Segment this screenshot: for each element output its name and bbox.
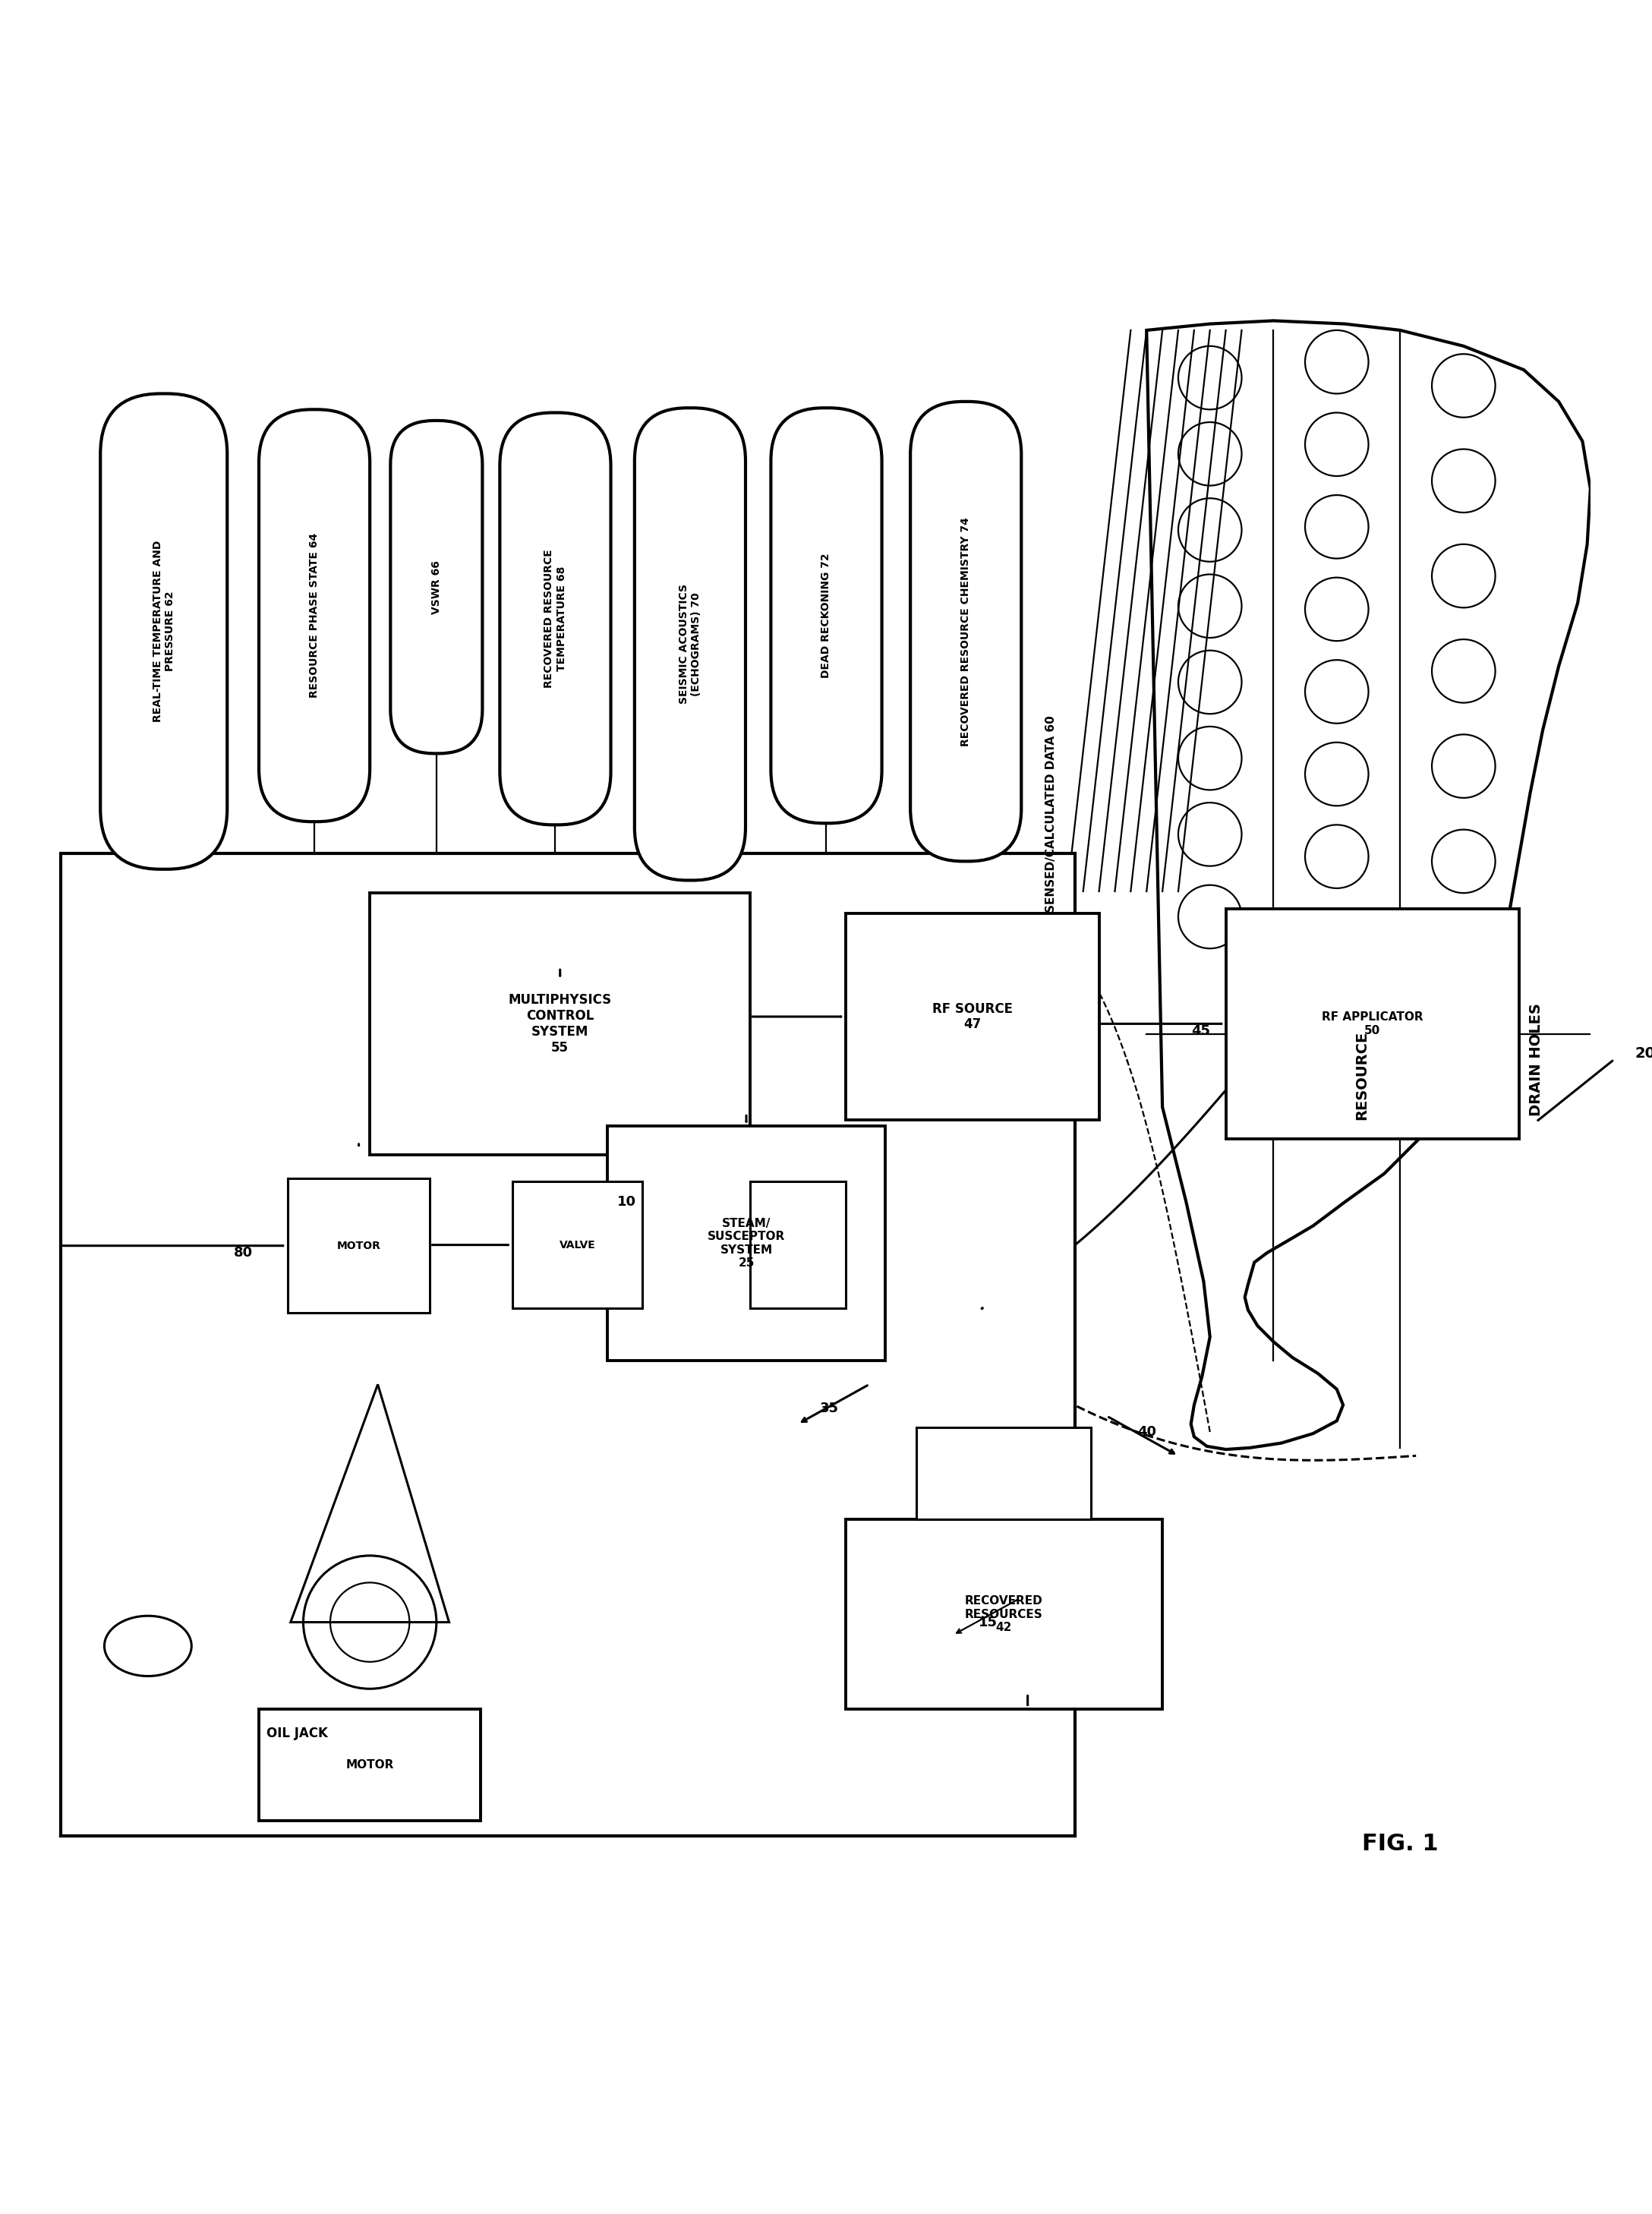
FancyBboxPatch shape xyxy=(61,852,1075,1835)
Text: DEAD RECKONING 72: DEAD RECKONING 72 xyxy=(821,554,831,677)
FancyBboxPatch shape xyxy=(846,914,1099,1120)
FancyBboxPatch shape xyxy=(287,1178,430,1313)
Text: 80: 80 xyxy=(233,1246,253,1260)
Text: RECOVERED RESOURCE CHEMISTRY 74: RECOVERED RESOURCE CHEMISTRY 74 xyxy=(960,516,971,746)
Text: 40: 40 xyxy=(1137,1426,1156,1439)
FancyBboxPatch shape xyxy=(501,412,611,826)
Text: MOTOR: MOTOR xyxy=(337,1240,380,1251)
Text: 20: 20 xyxy=(1635,1045,1652,1061)
FancyBboxPatch shape xyxy=(910,401,1021,861)
FancyBboxPatch shape xyxy=(634,407,745,881)
FancyBboxPatch shape xyxy=(101,394,228,870)
Text: RESOURCE: RESOURCE xyxy=(1355,1032,1370,1120)
FancyBboxPatch shape xyxy=(846,1519,1163,1709)
FancyBboxPatch shape xyxy=(1226,908,1520,1138)
Text: FIG. 1: FIG. 1 xyxy=(1361,1833,1439,1855)
FancyBboxPatch shape xyxy=(608,1127,885,1362)
FancyBboxPatch shape xyxy=(370,892,750,1153)
Text: STEAM/
SUSCEPTOR
SYSTEM
25: STEAM/ SUSCEPTOR SYSTEM 25 xyxy=(707,1218,785,1269)
Text: MULTIPHYSICS
CONTROL
SYSTEM
55: MULTIPHYSICS CONTROL SYSTEM 55 xyxy=(509,994,611,1054)
FancyBboxPatch shape xyxy=(259,410,370,821)
FancyBboxPatch shape xyxy=(390,421,482,753)
Text: SENSED/CALCULATED DATA 60: SENSED/CALCULATED DATA 60 xyxy=(1046,715,1057,912)
Text: RF APPLICATOR
50: RF APPLICATOR 50 xyxy=(1322,1012,1422,1036)
Text: RECOVERED
RESOURCES
42: RECOVERED RESOURCES 42 xyxy=(965,1596,1042,1634)
Text: VALVE: VALVE xyxy=(560,1240,596,1251)
Text: SEISMIC ACOUSTICS
(ECHOGRAMS) 70: SEISMIC ACOUSTICS (ECHOGRAMS) 70 xyxy=(679,584,702,704)
Text: MOTOR: MOTOR xyxy=(345,1760,393,1771)
FancyBboxPatch shape xyxy=(917,1428,1090,1519)
FancyBboxPatch shape xyxy=(750,1182,846,1308)
Text: DRAIN HOLES: DRAIN HOLES xyxy=(1530,1003,1543,1116)
Text: 35: 35 xyxy=(819,1401,839,1415)
Text: RF SOURCE
47: RF SOURCE 47 xyxy=(932,1003,1013,1032)
Text: OIL JACK: OIL JACK xyxy=(268,1727,329,1740)
Text: RECOVERED RESOURCE
TEMPERATURE 68: RECOVERED RESOURCE TEMPERATURE 68 xyxy=(544,549,567,689)
FancyBboxPatch shape xyxy=(512,1182,643,1308)
Text: VSWR 66: VSWR 66 xyxy=(431,560,441,613)
FancyBboxPatch shape xyxy=(259,1709,481,1820)
Text: 15: 15 xyxy=(978,1616,998,1630)
Text: REAL-TIME TEMPERATURE AND
PRESSURE 62: REAL-TIME TEMPERATURE AND PRESSURE 62 xyxy=(152,540,175,722)
Text: 10: 10 xyxy=(618,1196,636,1209)
Text: RESOURCE PHASE STATE 64: RESOURCE PHASE STATE 64 xyxy=(309,534,320,697)
Text: 45: 45 xyxy=(1191,1025,1209,1038)
FancyBboxPatch shape xyxy=(771,407,882,824)
